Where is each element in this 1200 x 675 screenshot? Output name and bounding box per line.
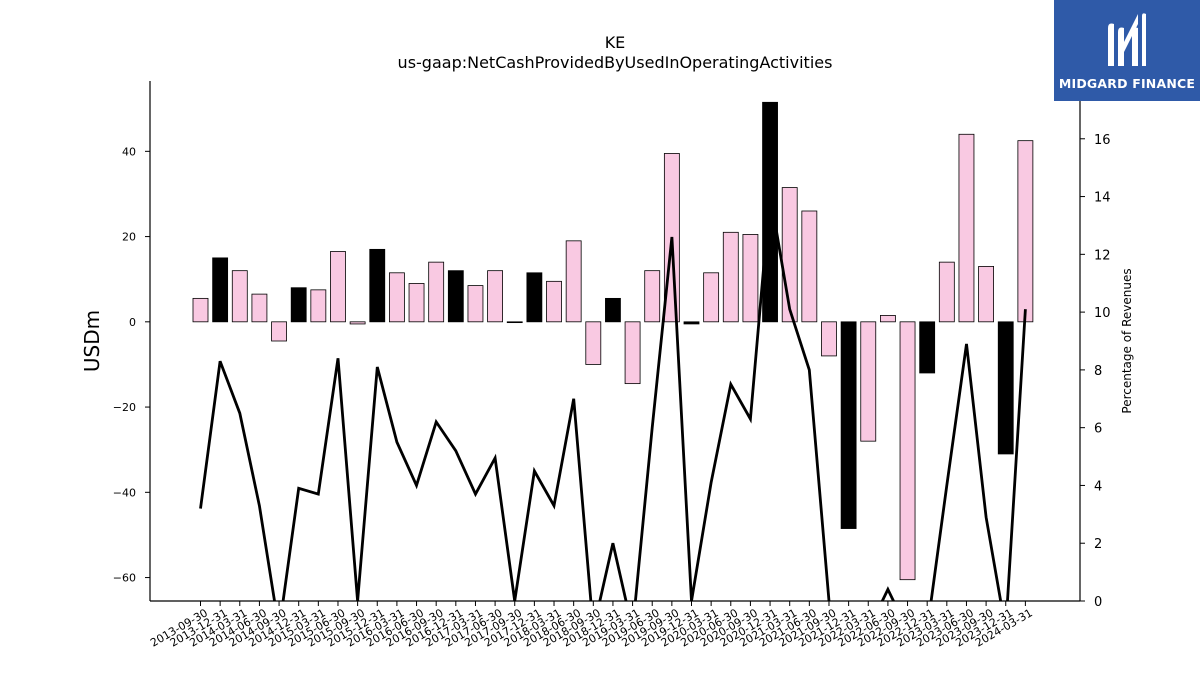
bar	[310, 289, 327, 323]
y-tick-label: 0	[129, 316, 136, 329]
y2-tick-label: 0	[1094, 595, 1102, 610]
bar	[997, 321, 1014, 455]
y2-tick-label: 6	[1094, 422, 1102, 437]
bar	[192, 297, 209, 323]
bar	[722, 231, 739, 323]
bar	[801, 210, 818, 323]
bar	[585, 321, 602, 365]
chart-title: KE	[605, 33, 626, 52]
line-series	[199, 193, 1027, 601]
bar	[703, 272, 720, 323]
bar	[526, 272, 543, 323]
bar	[546, 280, 562, 323]
logo-mark-icon	[1108, 13, 1146, 67]
y2-tick-label: 10	[1094, 306, 1111, 321]
bar	[899, 321, 916, 581]
bar	[487, 270, 504, 323]
axes: −60−40−200204002468101214162013-09-30201…	[113, 81, 1111, 650]
bar	[506, 321, 523, 324]
y-tick-label: −20	[113, 401, 136, 414]
bar	[467, 285, 484, 323]
bar	[447, 270, 464, 323]
bar	[271, 321, 287, 342]
y2-tick-label: 12	[1094, 248, 1111, 263]
bar	[565, 240, 582, 323]
bar	[762, 101, 778, 323]
bar	[644, 270, 661, 323]
y2-tick-label: 4	[1094, 479, 1102, 494]
bar	[1017, 140, 1034, 323]
bar	[978, 266, 994, 323]
bar	[880, 315, 896, 323]
bar	[231, 270, 248, 323]
y-tick-label: 40	[122, 145, 136, 158]
bar	[290, 287, 307, 323]
y2-tick-label: 14	[1094, 191, 1111, 206]
y2-tick-label: 2	[1094, 537, 1102, 552]
bar	[840, 321, 857, 529]
bar	[212, 257, 229, 323]
chart-subtitle: us-gaap:NetCashProvidedByUsedInOperating…	[398, 53, 833, 72]
bar	[821, 321, 837, 357]
bar-series	[192, 101, 1034, 581]
bar	[349, 321, 366, 325]
bar	[860, 321, 877, 442]
bar	[330, 251, 346, 323]
y-tick-label: −40	[113, 486, 136, 499]
bar	[919, 321, 936, 374]
bar	[683, 321, 700, 325]
y2-axis-label: Percentage of Revenues	[1120, 268, 1134, 413]
y-tick-label: −60	[113, 572, 136, 585]
bar	[388, 272, 405, 323]
bar	[624, 321, 641, 385]
logo-text: MIDGARD FINANCE	[1058, 76, 1196, 91]
bar	[369, 248, 386, 323]
bar	[742, 234, 759, 323]
bar	[251, 293, 268, 323]
bar	[408, 283, 425, 323]
bar	[428, 261, 445, 323]
y-tick-label: 20	[122, 231, 136, 244]
y2-tick-label: 8	[1094, 364, 1102, 379]
bar	[938, 261, 955, 323]
midgard-finance-logo: MIDGARD FINANCE	[1054, 0, 1200, 101]
line-series-path	[199, 193, 1027, 601]
y2-tick-label: 16	[1094, 133, 1111, 148]
bar	[605, 297, 621, 323]
y-axis-label: USDm	[80, 310, 104, 372]
bar	[958, 133, 975, 323]
